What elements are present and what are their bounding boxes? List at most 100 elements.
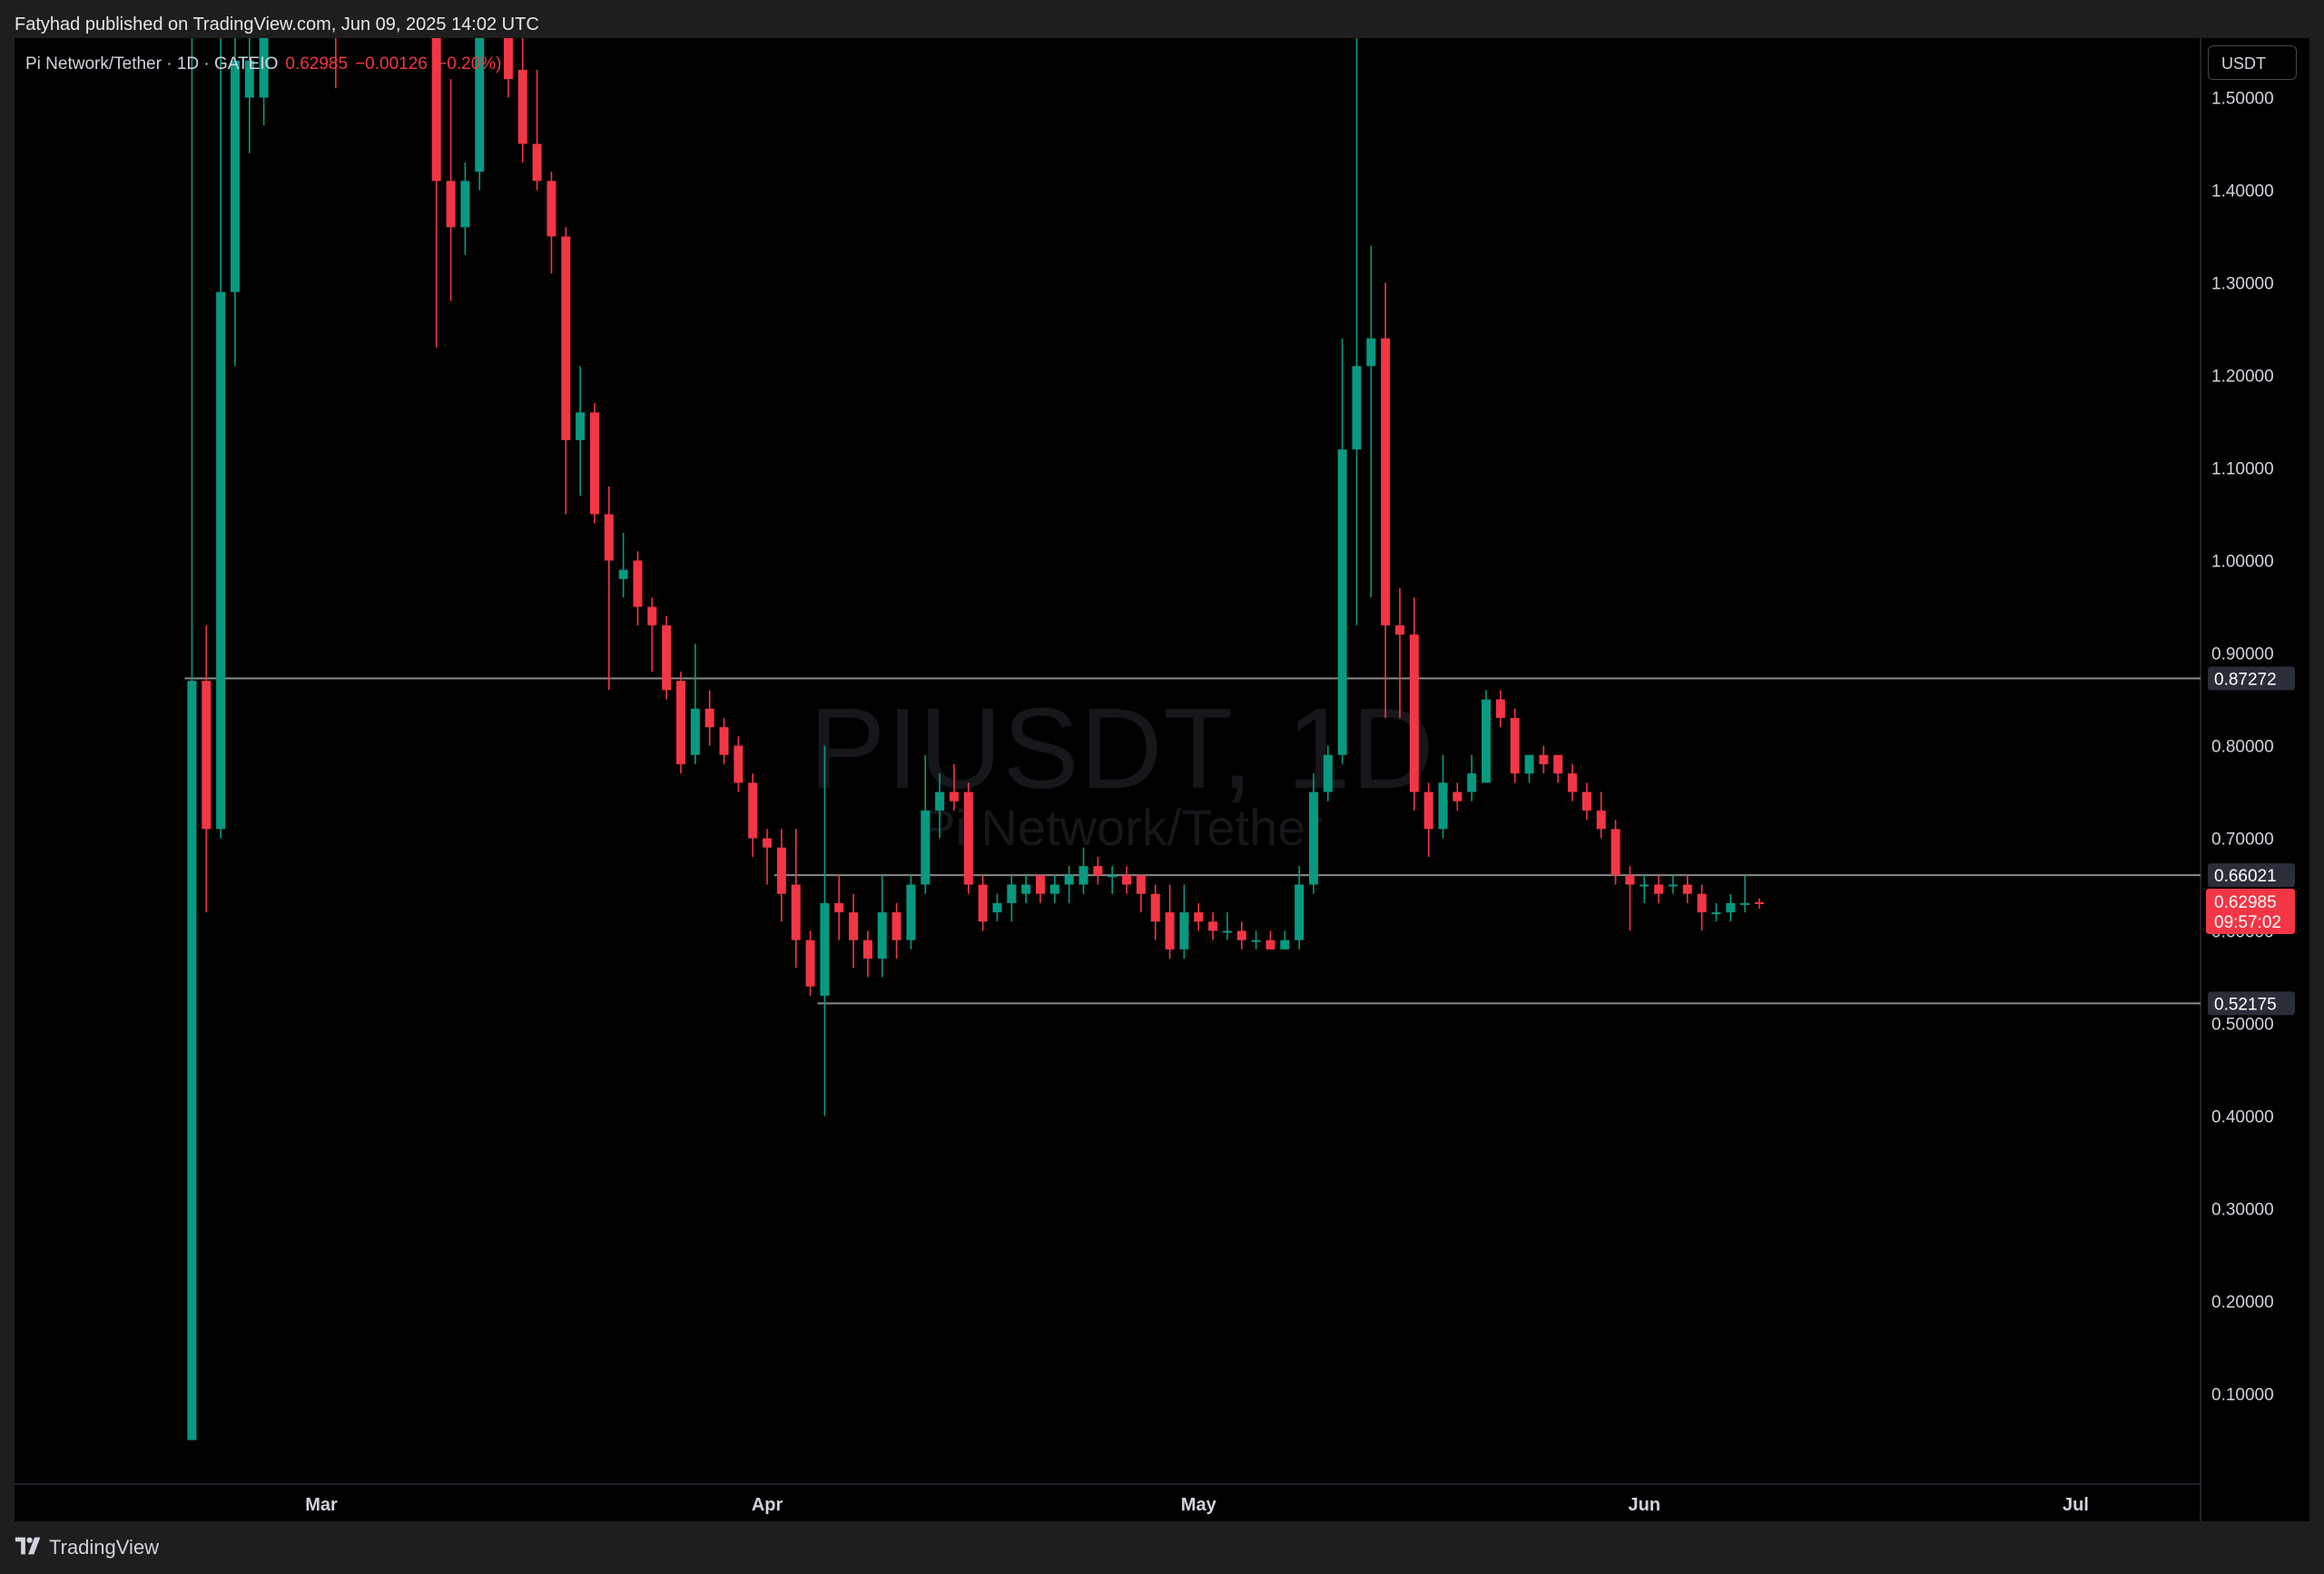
candle-down-body (1194, 912, 1204, 922)
candle-down-body (633, 560, 643, 607)
candle-down-body (1265, 939, 1275, 949)
level-price-label-bg (2208, 991, 2295, 1016)
candle-up-body (935, 792, 945, 811)
level-price-label-bg (2208, 666, 2295, 691)
candle-up-body (1108, 875, 1118, 878)
level-price-label: 0.87272 (2214, 670, 2277, 689)
candle-up-body (1711, 912, 1721, 915)
candle-down-body (1381, 338, 1391, 625)
candle-up-body (1482, 699, 1492, 783)
candle-up-body (1295, 884, 1305, 940)
candle-up-body (1222, 930, 1232, 933)
candle-down-body (1755, 901, 1764, 904)
candle-up-body (690, 708, 700, 755)
candle-up-body (618, 569, 628, 579)
candle-up-body (576, 412, 586, 440)
legend-change: −0.00126 (355, 54, 428, 74)
candle-down-body (791, 884, 801, 940)
y-tick-label: 0.90000 (2211, 645, 2274, 664)
candle-down-body (734, 745, 743, 783)
currency-button[interactable]: USDT (2208, 45, 2297, 80)
candle-down-body (589, 412, 599, 515)
candle-up-body (1323, 754, 1333, 792)
candle-down-body (949, 792, 959, 802)
candle-down-body (1208, 921, 1218, 931)
legend-change-pct: (−0.20%) (430, 54, 502, 74)
candle-down-body (719, 727, 729, 755)
candle-up-body (1337, 449, 1347, 755)
symbol-legend[interactable]: Pi Network/Tether · 1D · GATEIO 0.62985 −0… (25, 54, 501, 74)
y-tick-label: 1.40000 (2211, 182, 2274, 202)
tradingview-logo-icon[interactable] (13, 1536, 44, 1556)
candle-down-body (748, 782, 758, 839)
candle-down-body (1122, 875, 1132, 885)
candle-down-body (1510, 717, 1520, 774)
candle-down-body (517, 69, 527, 144)
candle-down-body (1150, 893, 1160, 922)
candle-up-body (906, 884, 916, 940)
y-tick-label: 1.10000 (2211, 460, 2274, 479)
candle-down-body (1395, 625, 1404, 635)
candle-down-body (978, 884, 988, 922)
candle-down-body (1625, 875, 1635, 885)
candle-up-body (1007, 884, 1017, 903)
bar-countdown-label: 09:57:02 (2214, 913, 2281, 932)
candle-up-body (992, 902, 1002, 913)
candle-down-body (1553, 754, 1563, 774)
x-tick-label: Mar (305, 1495, 338, 1515)
candle-down-body (1423, 792, 1433, 830)
last-price-label: 0.62985 (2214, 893, 2277, 912)
candle-up-body (1740, 902, 1750, 905)
candle-down-body (1136, 875, 1146, 894)
tradingview-brand[interactable]: TradingView (49, 1536, 160, 1559)
candle-up-body (1668, 884, 1678, 887)
y-tick-label: 0.40000 (2211, 1108, 2274, 1127)
candle-up-body (1280, 939, 1290, 949)
y-tick-label: 1.00000 (2211, 553, 2274, 572)
candle-up-body (1524, 754, 1534, 774)
candle-down-body (1568, 773, 1578, 792)
x-tick-label: Apr (752, 1495, 783, 1515)
last-price-label-bg (2206, 889, 2295, 935)
candle-up-body (1467, 773, 1477, 792)
candle-down-body (446, 181, 456, 228)
candle-up-body (259, 38, 269, 98)
candle-down-body (1036, 875, 1045, 894)
candle-up-body (1352, 366, 1362, 450)
candle-down-body (1581, 792, 1591, 811)
candle-up-body (475, 38, 485, 172)
y-tick-label: 0.70000 (2211, 831, 2274, 850)
y-tick-label: 1.30000 (2211, 275, 2274, 294)
y-tick-label: 1.20000 (2211, 368, 2274, 387)
x-tick-label: Jul (2063, 1495, 2089, 1515)
candle-down-body (963, 792, 973, 885)
candle-up-body (1438, 782, 1448, 830)
candle-down-body (776, 847, 786, 894)
candle-down-body (532, 143, 542, 182)
legend-symbol: Pi Network/Tether · 1D · GATEIO (25, 54, 279, 74)
candle-up-body (921, 810, 931, 885)
candle-up-body (460, 181, 470, 228)
chart-frame[interactable]: PIUSDT, 1D Pi Network/Tether 3.000002.90… (15, 38, 2309, 1521)
candle-down-body (704, 708, 714, 728)
level-price-label: 0.66021 (2214, 867, 2277, 886)
candle-up-body (1064, 875, 1074, 885)
candle-down-body (1654, 884, 1664, 894)
candle-down-body (1165, 912, 1175, 949)
legend-last-price: 0.62985 (285, 54, 349, 74)
published-header: Fatyhad published on TradingView.com, Ju… (0, 0, 2324, 38)
candle-down-body (676, 681, 685, 764)
candle-down-body (647, 606, 657, 625)
level-price-label-bg (2208, 863, 2295, 888)
candle-up-body (1021, 884, 1031, 894)
candle-up-body (1049, 884, 1059, 894)
candle-up-body (1179, 912, 1189, 949)
candle-down-body (1495, 699, 1505, 718)
price-chart[interactable]: 3.000002.900002.800002.700002.600002.500… (15, 38, 2309, 1521)
candle-down-body (763, 838, 773, 848)
candle-down-body (202, 681, 212, 830)
published-info: Fatyhad published on TradingView.com, Ju… (15, 15, 539, 34)
candle-down-body (891, 912, 901, 940)
candle-down-body (1596, 810, 1606, 830)
y-tick-label: 1.50000 (2211, 90, 2274, 109)
